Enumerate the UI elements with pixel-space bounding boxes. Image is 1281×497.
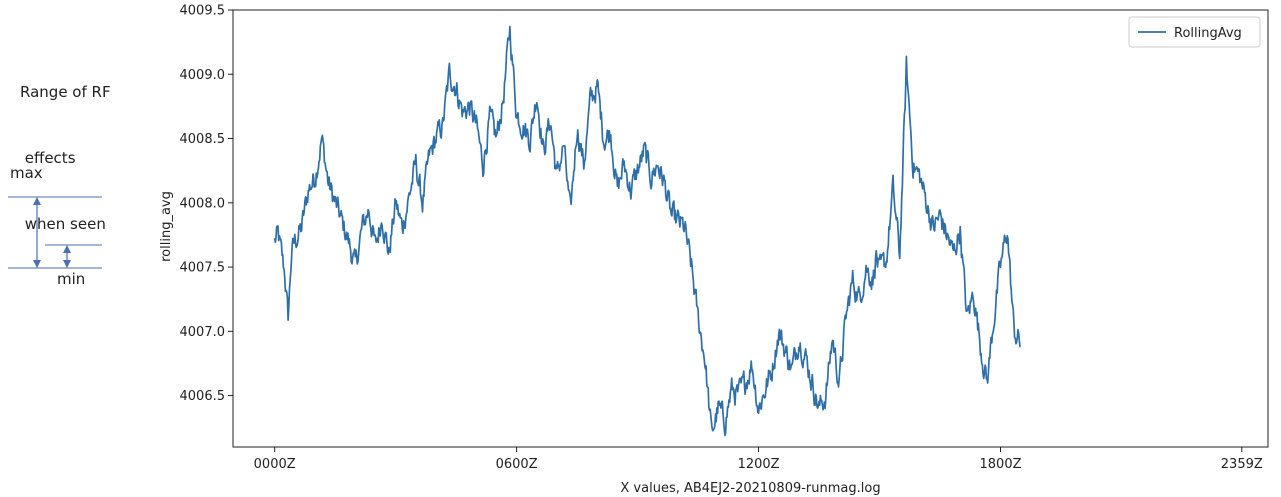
y-tick-label: 4008.5 xyxy=(180,132,226,147)
annotation-line-2: effects xyxy=(20,149,76,167)
max-arrow-down-head xyxy=(33,260,41,268)
y-tick-label: 4007.5 xyxy=(180,261,226,276)
y-tick-label: 4007.0 xyxy=(180,325,226,340)
y-tick-label: 4009.5 xyxy=(180,4,226,19)
x-tick-label: 1800Z xyxy=(980,457,1022,472)
x-axis-label: X values, AB4EJ2-20210809-runmag.log xyxy=(620,481,880,496)
annotation-line-1: Range of RF xyxy=(20,83,111,101)
legend-box xyxy=(1128,16,1261,48)
plot-area: 4006.5 4007.0 4007.5 4008.0 4008.5 4009.0 4009… xyxy=(159,4,1269,496)
x-tick-label: 0000Z xyxy=(254,457,296,472)
min-arrow-down-head xyxy=(63,260,71,268)
plot-frame xyxy=(232,9,1269,448)
y-tick-label: 4006.5 xyxy=(180,389,226,404)
x-tick-label: 2359Z xyxy=(1221,457,1263,472)
max-label: max xyxy=(10,164,43,182)
y-tick-label: 4009.0 xyxy=(180,68,226,83)
range-annotation xyxy=(8,196,102,269)
legend: RollingAvg xyxy=(1128,16,1261,48)
legend-entry-rollingavg: RollingAvg xyxy=(1174,26,1242,41)
annotation-line-3: when seen xyxy=(20,215,106,233)
series-line-rollingavg xyxy=(273,25,1021,437)
y-axis-label: rolling_avg xyxy=(159,191,174,262)
y-tick-label: 4008.0 xyxy=(180,196,226,211)
min-label: min xyxy=(57,270,86,288)
min-arrow-up-head xyxy=(63,245,71,253)
max-arrow-up-head xyxy=(33,197,41,205)
x-tick-label: 1200Z xyxy=(738,457,780,472)
annotation-text: Range of RF effects when seen xyxy=(20,37,111,257)
x-tick-label: 0600Z xyxy=(496,457,538,472)
